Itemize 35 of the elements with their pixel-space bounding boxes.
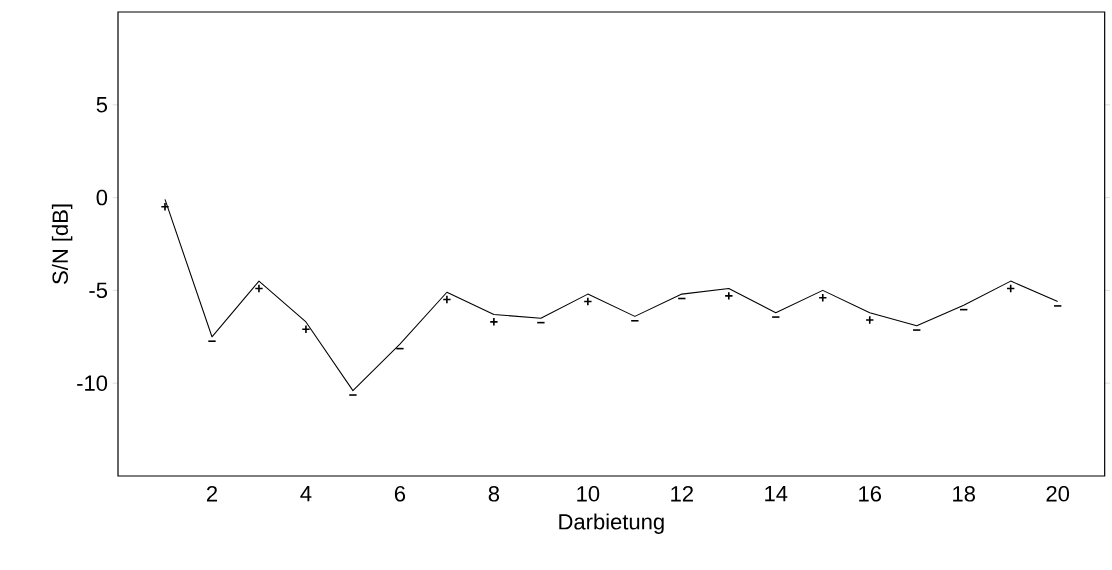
x-tick-label: 20 [1046, 486, 1070, 502]
x-tick-label: 18 [953, 486, 975, 502]
data-label: − [537, 321, 545, 324]
data-label: + [584, 297, 592, 306]
data-label: + [819, 294, 827, 302]
x-tick-label: 10 [577, 486, 600, 502]
data-label: + [1007, 284, 1015, 293]
data-label: + [255, 284, 263, 293]
y-tick-label: -10 [77, 375, 108, 391]
x-tick-label: 4 [300, 486, 312, 502]
data-label: − [960, 308, 968, 311]
data-label: − [349, 394, 357, 396]
data-label: − [396, 347, 404, 350]
x-tick-label: 8 [488, 486, 500, 502]
data-label: + [866, 316, 874, 324]
x-tick-label: 2 [206, 486, 217, 502]
x-tick-label: 12 [671, 486, 693, 502]
data-label: + [725, 292, 733, 300]
data-label: − [678, 297, 686, 300]
y-tick-label: -5 [89, 282, 108, 299]
x-tick-label: 6 [394, 486, 406, 502]
data-label: − [772, 316, 780, 318]
x-tick-label: 16 [859, 486, 882, 502]
data-label: − [913, 329, 921, 331]
data-label: + [443, 295, 451, 304]
data-label: − [1054, 305, 1062, 307]
x-tick-label: 14 [765, 486, 788, 502]
y-tick-label: 0 [96, 189, 108, 206]
data-label: − [631, 319, 639, 322]
data-label: + [302, 325, 310, 333]
y-axis-title: S/N [dB] [51, 204, 73, 284]
data-label: − [208, 340, 216, 342]
x-axis-title: Darbietung [559, 513, 664, 534]
y-tick-label: 5 [96, 97, 108, 113]
data-label: + [490, 318, 498, 326]
